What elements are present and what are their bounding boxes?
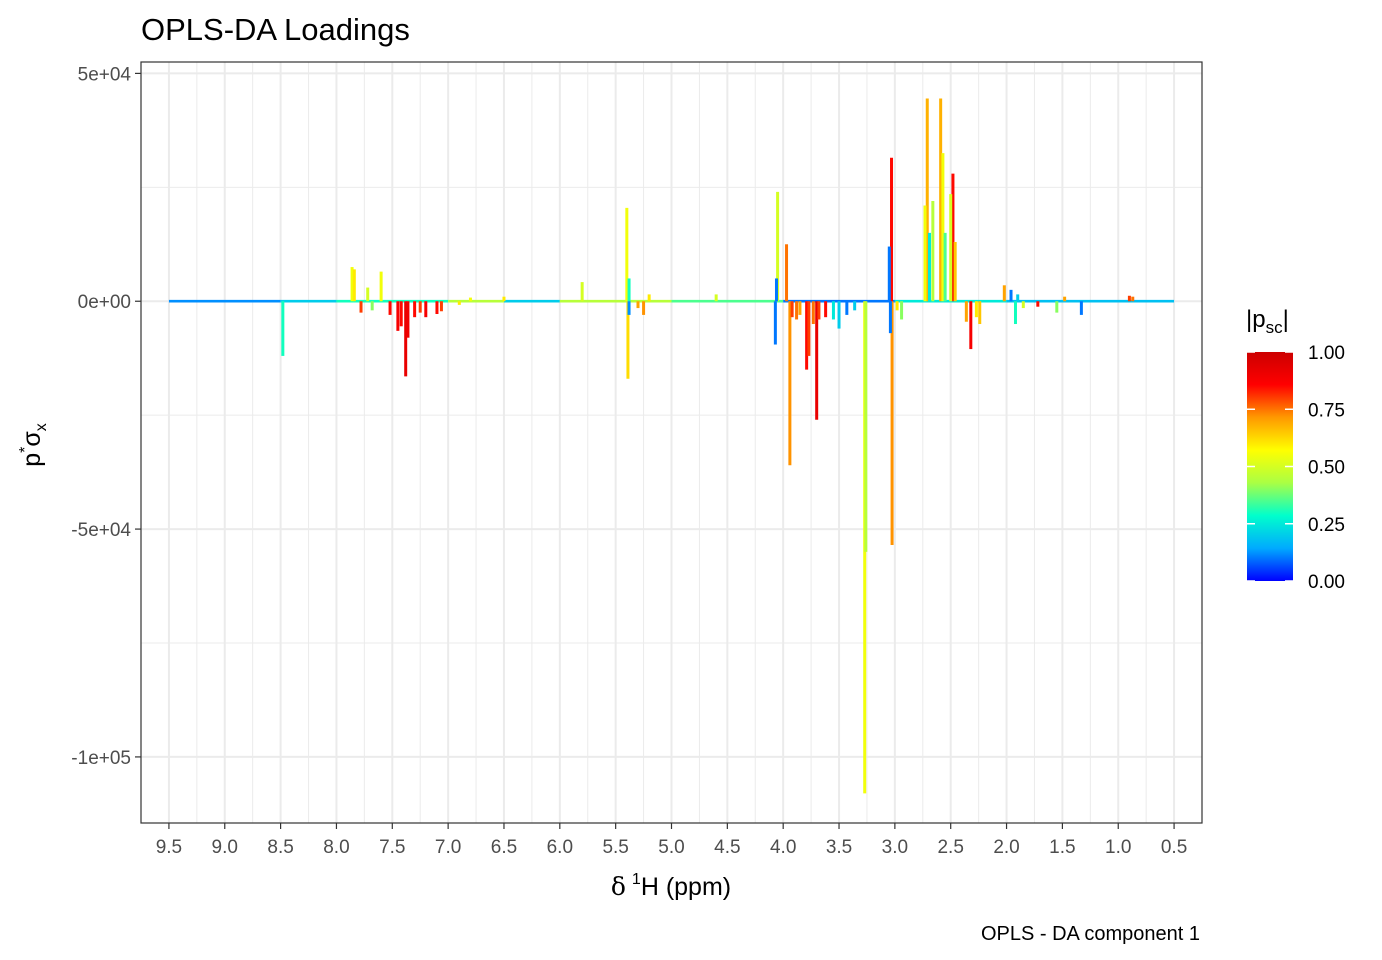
y-axis-ticks: 5e+04 0e+00 -5e+04 -1e+05 xyxy=(71,64,141,769)
x-axis-label-sup: 1 xyxy=(632,871,641,888)
x-axis-label-text: H (ppm) xyxy=(641,873,731,901)
x-tick-label: 5.0 xyxy=(658,837,684,858)
legend-tick-label: 0.75 xyxy=(1308,400,1345,421)
x-tick-label: 9.0 xyxy=(212,837,238,858)
x-tick-label: 6.5 xyxy=(491,837,517,858)
x-axis-label-delta: δ xyxy=(611,872,626,901)
legend-title: |psc| xyxy=(1246,306,1289,337)
x-tick-label: 1.5 xyxy=(1049,837,1075,858)
y-axis-label-sigma: σ xyxy=(18,431,46,447)
grid-lines xyxy=(140,62,1203,823)
chart-caption: OPLS - DA component 1 xyxy=(981,923,1200,945)
x-tick-label: 7.5 xyxy=(379,837,405,858)
x-axis-label: δ 1H (ppm) xyxy=(611,871,731,901)
x-tick-label: 5.5 xyxy=(602,837,628,858)
y-tick-label: 0e+00 xyxy=(78,292,131,313)
x-tick-label: 1.0 xyxy=(1105,837,1131,858)
color-legend: |psc| 1.00 0.75 0.50 0.25 0.00 xyxy=(1246,306,1345,593)
y-axis-label-sup: * xyxy=(17,447,34,453)
legend-tick-label: 0.00 xyxy=(1308,572,1345,593)
x-tick-label: 6.0 xyxy=(547,837,573,858)
legend-title-base: |p xyxy=(1246,306,1266,333)
x-tick-label: 3.0 xyxy=(882,837,908,858)
x-tick-label: 8.0 xyxy=(323,837,349,858)
x-tick-label: 4.0 xyxy=(770,837,796,858)
y-axis-label: p*σx xyxy=(17,423,50,467)
y-tick-label: -5e+04 xyxy=(71,520,131,541)
x-tick-label: 0.5 xyxy=(1161,837,1187,858)
spectrum-peaks xyxy=(281,98,1135,794)
legend-title-sub: sc xyxy=(1266,318,1284,337)
x-tick-label: 2.5 xyxy=(937,837,963,858)
y-axis-label-sub: x xyxy=(33,423,50,431)
legend-tick-label: 0.25 xyxy=(1308,515,1345,536)
y-tick-label: 5e+04 xyxy=(78,64,132,85)
legend-tick-label: 0.50 xyxy=(1308,458,1345,479)
chart-title: OPLS-DA Loadings xyxy=(141,12,410,47)
y-axis-label-base: p xyxy=(18,453,46,467)
legend-title-end: | xyxy=(1283,306,1289,333)
x-axis-ticks: 9.5 9.0 8.5 8.0 7.5 7.0 6.5 6.0 5.5 5.0 4.5 4.0 3.5 3… xyxy=(156,823,1187,858)
x-tick-label: 3.5 xyxy=(826,837,852,858)
x-tick-label: 7.0 xyxy=(435,837,461,858)
x-tick-label: 2.0 xyxy=(993,837,1019,858)
legend-ticks: 1.00 0.75 0.50 0.25 0.00 xyxy=(1247,343,1345,593)
legend-tick-label: 1.00 xyxy=(1308,343,1345,364)
y-tick-label: -1e+05 xyxy=(71,748,131,769)
x-tick-label: 8.5 xyxy=(267,837,293,858)
x-tick-label: 4.5 xyxy=(714,837,740,858)
x-tick-label: 9.5 xyxy=(156,837,182,858)
